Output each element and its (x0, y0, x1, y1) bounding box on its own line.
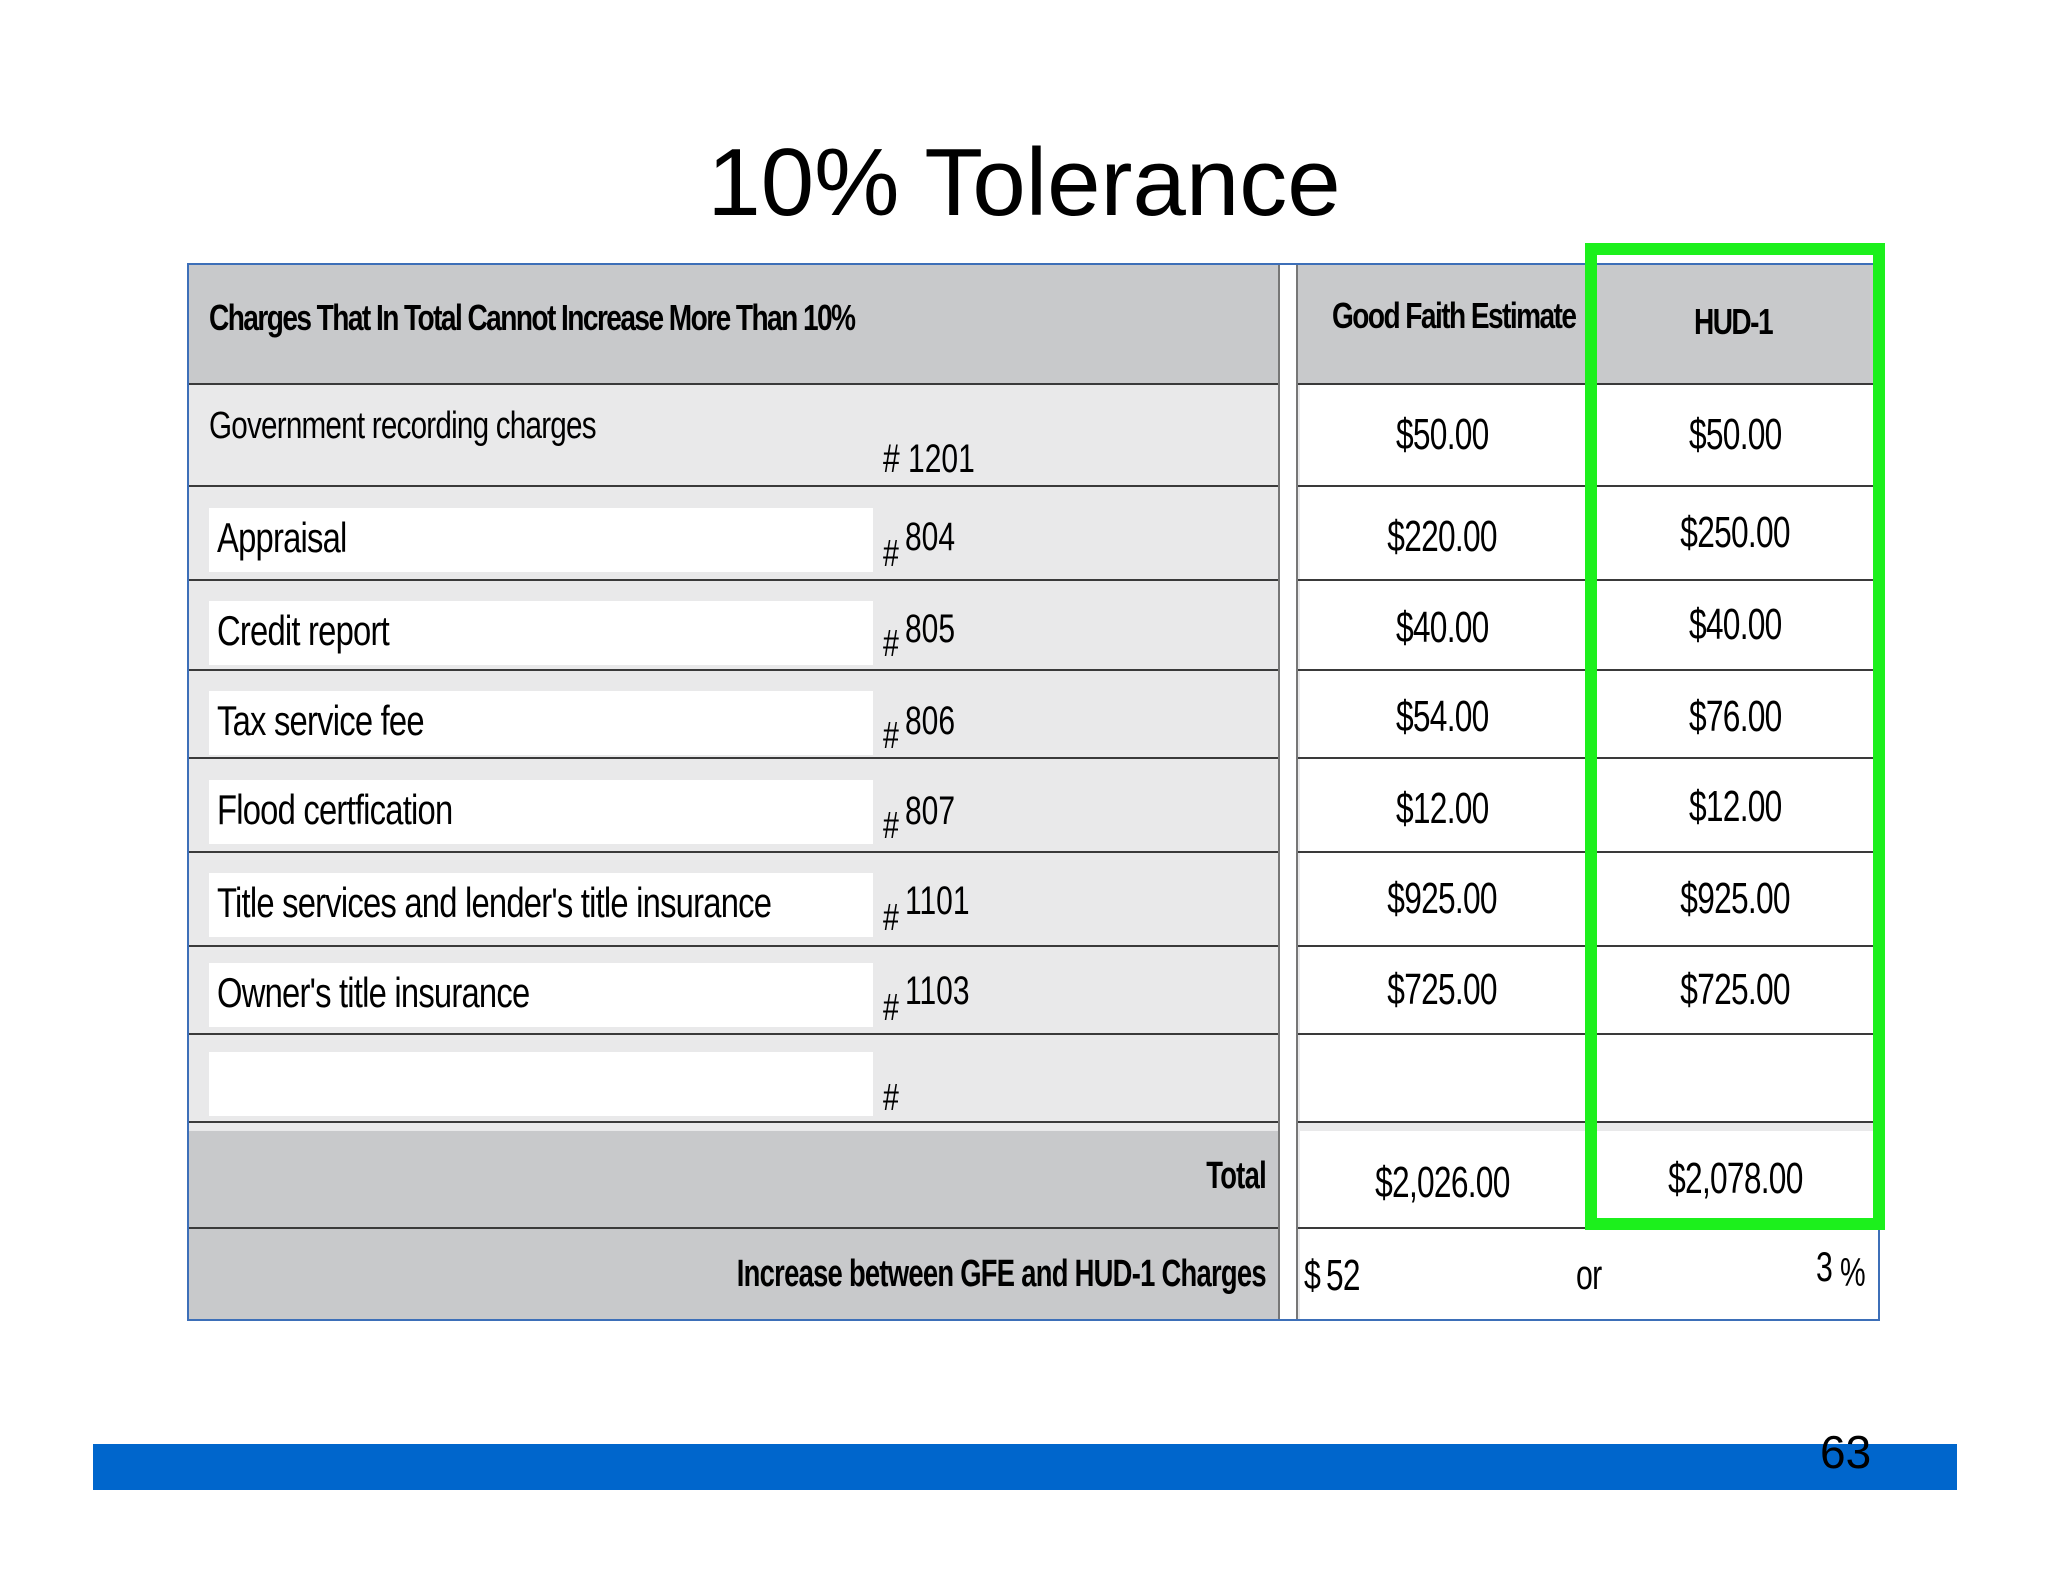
increase-percent: 3 (1816, 1243, 1833, 1290)
row-hash: # (883, 1077, 899, 1119)
row-hash: # (883, 987, 899, 1029)
row-hud-cell: $925.00 (1595, 853, 1875, 945)
increase-amount: 52 (1326, 1251, 1361, 1300)
hud-highlight-box (1585, 243, 1885, 1230)
row-hud-cell: $725.00 (1595, 947, 1875, 1033)
government-line-number: # 1201 (883, 437, 975, 481)
divider (189, 945, 1278, 947)
total-hud-cell: $2,078.00 (1595, 1131, 1875, 1227)
row-line-number: 806 (905, 699, 956, 743)
increase-percent-sign: % (1840, 1251, 1866, 1295)
row-label-box: Title services and lender's title insura… (209, 873, 873, 937)
slide-title: 10% Tolerance (707, 129, 1341, 236)
row-gfe-cell: $54.00 (1300, 671, 1585, 757)
row-label-box: Owner's title insurance (209, 963, 873, 1027)
total-row-bg (189, 1131, 1278, 1227)
row-hash: # (883, 897, 899, 939)
row-hash: # (883, 805, 899, 847)
row-gfe-cell (1300, 1035, 1585, 1121)
divider (189, 579, 1278, 581)
increase-row-bg (189, 1229, 1278, 1319)
total-gfe-cell: $2,026.00 (1300, 1131, 1585, 1227)
row-hud-cell: $12.00 (1595, 759, 1875, 851)
column-separator (1278, 265, 1298, 1319)
divider (189, 757, 1278, 759)
government-gfe-cell: $50.00 (1300, 385, 1585, 485)
row-hud-cell: $40.00 (1595, 581, 1875, 669)
row-hud-cell: $76.00 (1595, 671, 1875, 757)
row-line-number: 805 (905, 607, 956, 651)
government-label: Government recording charges (209, 405, 597, 447)
increase-label: Increase between GFE and HUD-1 Charges (736, 1253, 1267, 1295)
government-hud-cell: $50.00 (1595, 385, 1875, 485)
row-label-box: Tax service fee (209, 691, 873, 755)
divider (189, 485, 1278, 487)
row-line-number: 1103 (905, 969, 970, 1013)
row-line-number: 1101 (905, 879, 970, 923)
row-line-number: 807 (905, 789, 956, 833)
increase-or: or (1576, 1251, 1602, 1298)
header-hud: HUD-1 (1694, 301, 1774, 342)
row-label-box (209, 1052, 873, 1116)
tolerance-table: Charges That In Total Cannot Increase Mo… (187, 263, 1880, 1321)
divider (189, 1121, 1278, 1123)
header-bg-left (189, 265, 1278, 383)
increase-dollar-sign: $ (1304, 1251, 1321, 1298)
footer-bar (93, 1444, 1957, 1490)
row-gfe-cell: $12.00 (1300, 759, 1585, 851)
row-label-box: Flood certfication (209, 780, 873, 844)
row-hash: # (883, 715, 899, 757)
divider (189, 1033, 1278, 1035)
row-gfe-cell: $725.00 (1300, 947, 1585, 1033)
divider (189, 1227, 1278, 1229)
row-label-box: Credit report (209, 601, 873, 665)
divider (189, 669, 1278, 671)
header-gfe: Good Faith Estimate (1332, 295, 1577, 336)
row-gfe-cell: $220.00 (1300, 487, 1585, 579)
total-label: Total (1206, 1155, 1266, 1197)
row-hud-cell (1595, 1035, 1875, 1121)
row-hash: # (883, 533, 899, 575)
divider (189, 851, 1278, 853)
page-number: 63 (1820, 1426, 1872, 1478)
increase-value-cell: $ 52 or 3 % (1300, 1229, 1878, 1319)
row-gfe-cell: $925.00 (1300, 853, 1585, 945)
row-label-box: Appraisal (209, 508, 873, 572)
row-line-number: 804 (905, 515, 956, 559)
divider (189, 383, 1278, 385)
row-hud-cell: $250.00 (1595, 487, 1875, 579)
row-gfe-cell: $40.00 (1300, 581, 1585, 669)
row-hash: # (883, 623, 899, 665)
header-charges: Charges That In Total Cannot Increase Mo… (209, 297, 856, 338)
